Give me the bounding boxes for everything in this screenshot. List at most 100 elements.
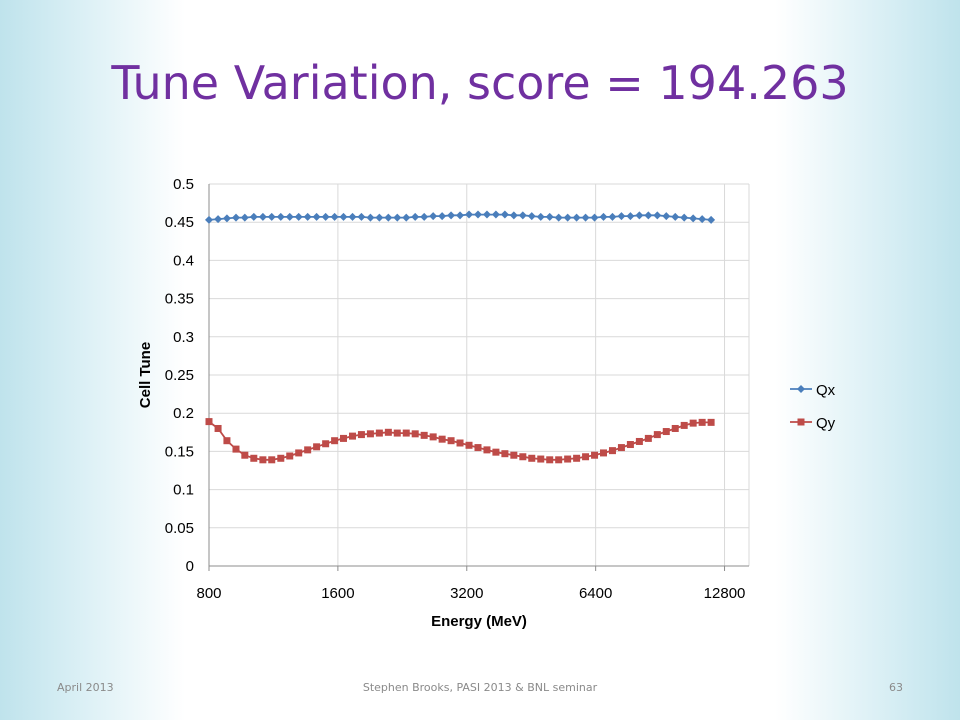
series-qx-point — [375, 213, 384, 222]
series-qy-point — [250, 454, 258, 462]
series-qy-point — [357, 431, 365, 439]
y-tick-label: 0 — [186, 558, 194, 575]
series-qy-point — [241, 451, 249, 459]
axes: 0 0.05 0.1 0.15 0.2 0.25 0.3 0.35 0.4 0.45 0.5 800 1… — [165, 176, 749, 602]
series-qy-point — [366, 430, 374, 438]
legend-qx-label: Qx — [816, 382, 836, 399]
series-qx-point — [456, 211, 465, 220]
series-qx-point — [482, 210, 491, 219]
series-qy-point — [205, 418, 213, 426]
series-qx-point — [644, 211, 653, 220]
series-qx-point — [384, 213, 393, 222]
series-qy-point — [375, 429, 383, 437]
series-qx-point — [509, 211, 518, 220]
series-qy-point — [626, 441, 634, 449]
x-axis-label: Energy (MeV) — [431, 613, 527, 630]
series-qy-point — [483, 446, 491, 454]
series-qy-point — [438, 435, 446, 443]
x-tick-label: 1600 — [321, 585, 354, 602]
series-qy-point — [537, 455, 545, 463]
series-qx-point — [276, 212, 285, 221]
series-qx-point — [635, 211, 644, 220]
series-qx-point — [680, 213, 689, 222]
y-tick-label: 0.2 — [173, 405, 194, 422]
series-qx-point — [545, 212, 554, 221]
series-qx-point — [258, 212, 267, 221]
series-qy-point — [223, 437, 231, 445]
series-qy-point — [591, 451, 599, 459]
series-qx-point — [249, 212, 258, 221]
y-tick-label: 0.15 — [165, 443, 194, 460]
series-qy-point — [662, 428, 670, 436]
x-tick-label: 12800 — [704, 585, 746, 602]
series-qx-point — [518, 211, 527, 220]
series-qx-point — [294, 212, 303, 221]
series-qx-point — [231, 213, 240, 222]
series-qy-point — [698, 418, 706, 426]
series-qx-point — [222, 214, 231, 223]
series-qy-point — [582, 453, 590, 461]
series-qx-point — [653, 211, 662, 220]
series-qx-point — [303, 212, 312, 221]
series-qy-point — [564, 455, 572, 463]
series-qy-point — [501, 450, 509, 458]
footer-presenter: Stephen Brooks, PASI 2013 & BNL seminar — [362, 681, 598, 694]
series-qx-point — [662, 212, 671, 221]
legend-qy-marker — [797, 418, 805, 426]
legend-qy-label: Qy — [816, 415, 836, 432]
y-tick-label: 0.5 — [173, 176, 194, 193]
series-qx-point — [626, 212, 635, 221]
series-qy-point — [635, 437, 643, 445]
slide-title: Tune Variation, score = 194.263 — [111, 56, 849, 110]
series-qy-point — [349, 432, 357, 440]
series-qx-point — [563, 213, 572, 222]
y-tick-label: 0.3 — [173, 329, 194, 346]
series-qx-point — [393, 213, 402, 222]
series-qx-point — [321, 212, 330, 221]
series-qx-point — [707, 215, 716, 224]
series-qx-point — [617, 212, 626, 221]
series-qy-point — [411, 430, 419, 438]
series-qx-point — [689, 214, 698, 223]
series-qy-point — [295, 449, 303, 457]
y-tick-label: 0.45 — [165, 214, 194, 231]
series-qy-point — [277, 454, 285, 462]
x-tick-label: 800 — [196, 585, 221, 602]
series-qy-point — [528, 454, 536, 462]
series-qy-point — [322, 440, 330, 448]
series-qx-point — [447, 211, 456, 220]
series-qx-point — [429, 212, 438, 221]
legend-qx-marker — [797, 385, 805, 393]
series-qx-point — [267, 212, 276, 221]
series-qy-point — [331, 437, 339, 445]
y-tick-label: 0.1 — [173, 482, 194, 499]
y-axis-label: Cell Tune — [137, 342, 154, 408]
series-qy-point — [393, 429, 401, 437]
y-tick-label: 0.35 — [165, 291, 194, 308]
series-qy-point — [465, 441, 473, 449]
series-qy-point — [600, 449, 608, 457]
footer-date: April 2013 — [57, 681, 114, 694]
series-qy-point — [339, 434, 347, 442]
series-qy-point — [268, 456, 276, 464]
series-qx-point — [473, 210, 482, 219]
series-qx-point — [339, 212, 348, 221]
series-qx-point — [491, 210, 500, 219]
y-tick-label: 0.4 — [173, 252, 194, 269]
series-qy-point — [420, 431, 428, 439]
series-qy-point — [447, 437, 455, 445]
series-qx-point — [205, 215, 213, 224]
series-qx-point — [411, 212, 420, 221]
x-tick-label: 6400 — [579, 585, 612, 602]
grid — [208, 183, 750, 567]
series-qx-point — [357, 212, 366, 221]
series-qx-point — [599, 212, 608, 221]
series-qx-point — [285, 212, 294, 221]
series-qy-point — [313, 443, 321, 451]
series-qy-point — [259, 456, 267, 464]
series-qy-point — [573, 454, 581, 462]
series-qy-point — [232, 445, 240, 453]
series-qx-point — [330, 212, 339, 221]
series-qy-point — [304, 446, 312, 454]
